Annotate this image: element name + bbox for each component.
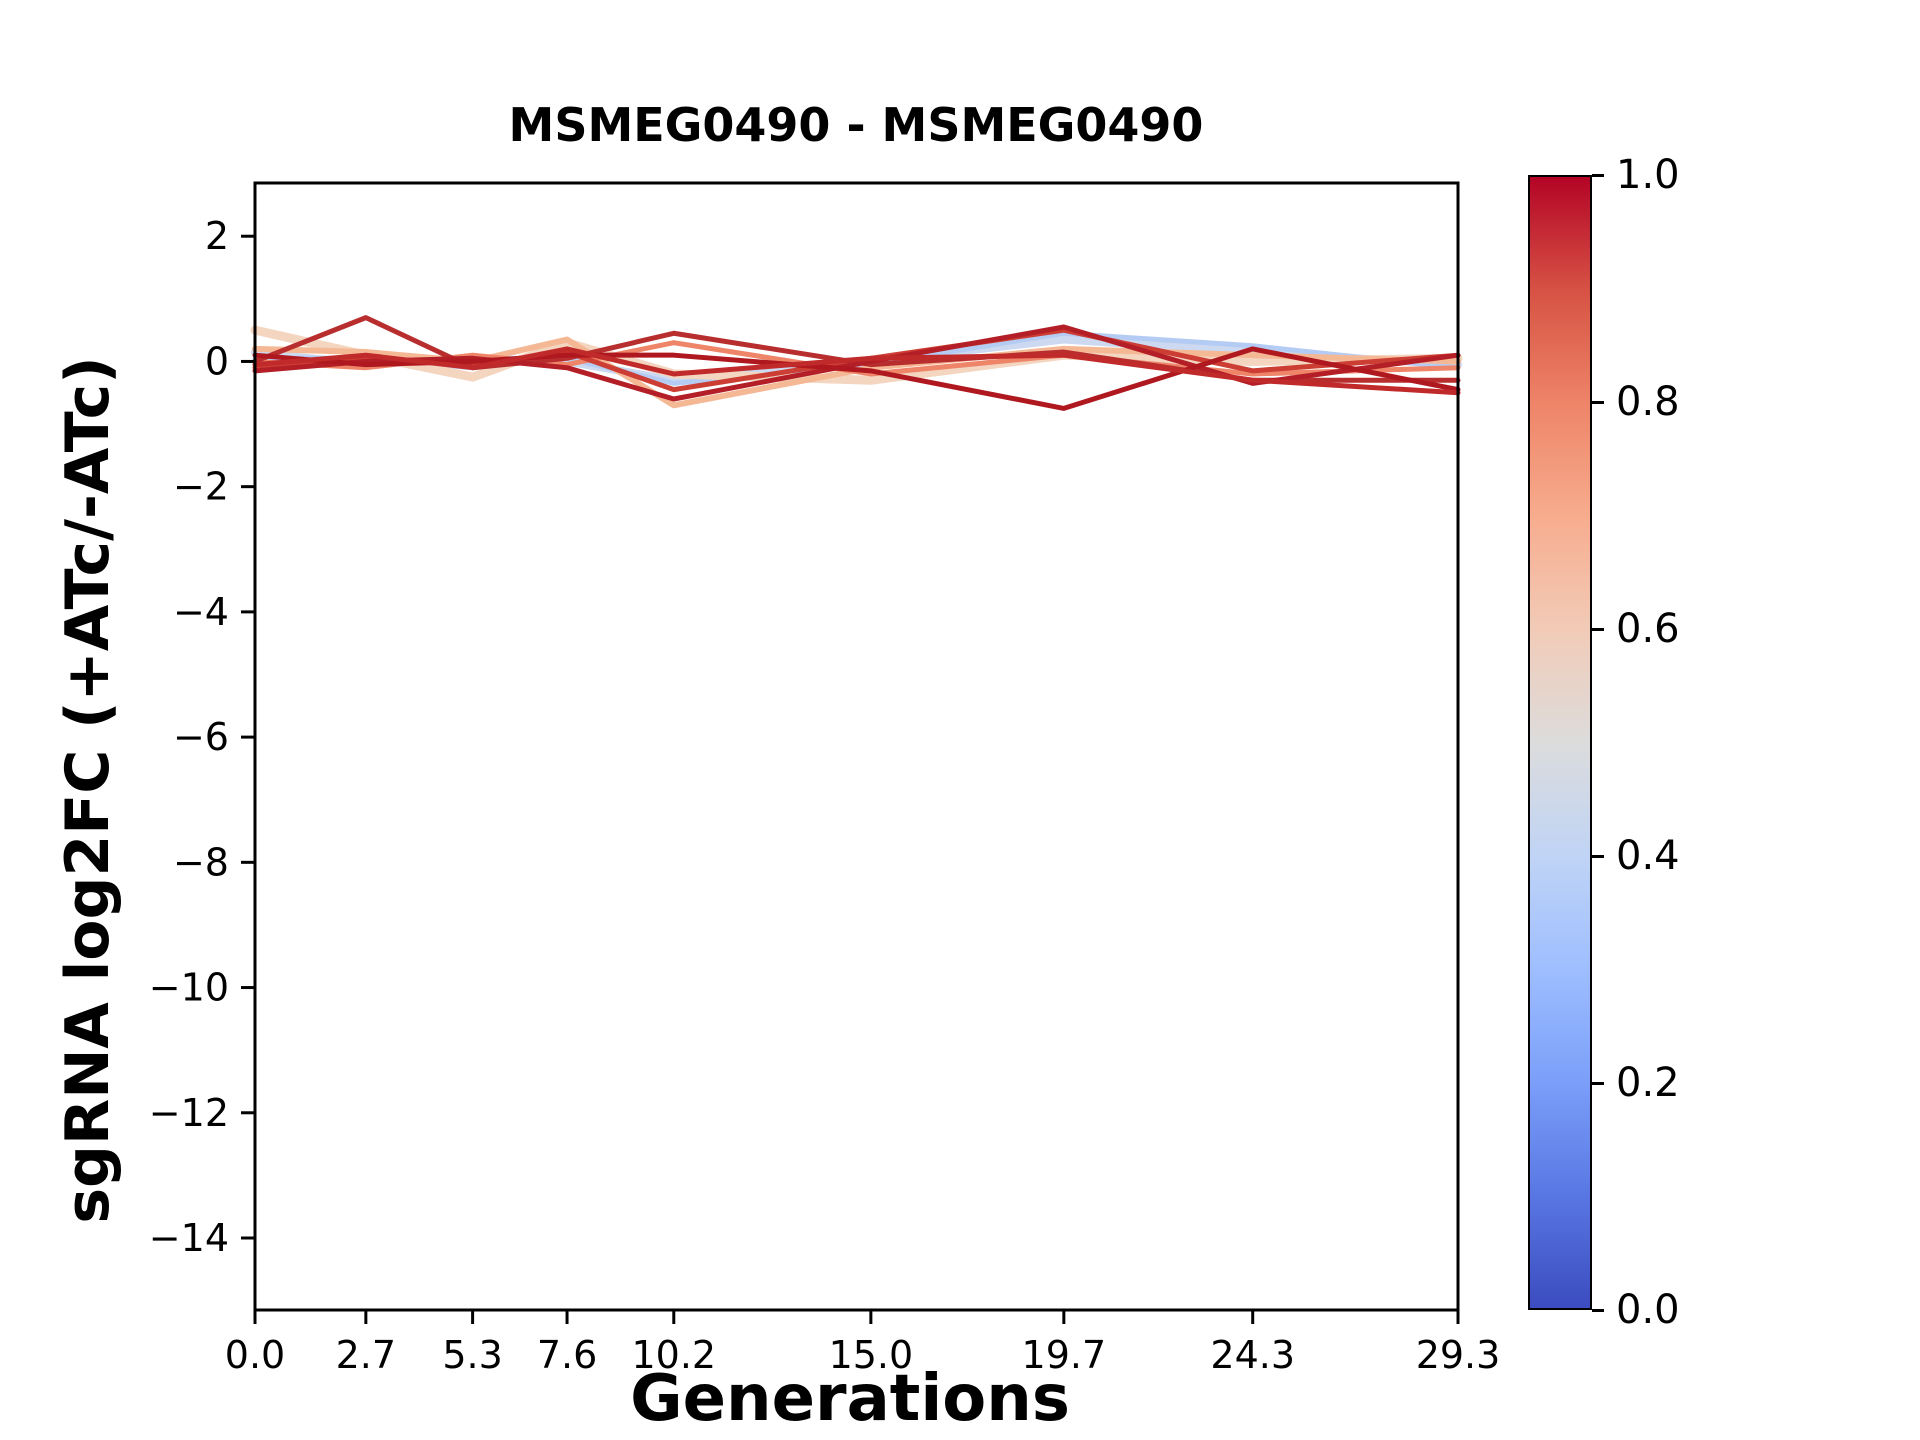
colorbar-tick-label: 0.8: [1616, 379, 1680, 425]
y-tick-label: −2: [173, 465, 229, 509]
colorbar-tick-label: 0.0: [1616, 1287, 1680, 1333]
series-line-sgrna-dark-red-4: [252, 346, 1461, 396]
x-axis-label: Generations: [630, 1362, 1070, 1436]
colorbar-tick: [1592, 1308, 1604, 1312]
x-tick-label: 0.0: [225, 1333, 285, 1377]
x-tick-label: 29.3: [1416, 1333, 1501, 1377]
colorbar-tick-label: 1.0: [1616, 152, 1680, 198]
y-tick-label: 0: [205, 339, 229, 383]
colorbar: [1528, 175, 1592, 1310]
series-line-sgrna-dark-red-3: [252, 346, 1461, 411]
y-tick-label: −10: [149, 966, 229, 1010]
colorbar-tick-label: 0.2: [1616, 1060, 1680, 1106]
colorbar-tick: [1592, 627, 1604, 631]
chart-title: MSMEG0490 - MSMEG0490: [508, 98, 1204, 152]
colorbar-tick-label: 0.6: [1616, 606, 1680, 652]
x-tick-label: 7.6: [537, 1333, 597, 1377]
y-tick-label: 2: [205, 214, 229, 258]
x-tick-label: 2.7: [336, 1333, 396, 1377]
y-axis-label: sgRNA log2FC (+ATc/-ATc): [53, 356, 123, 1224]
colorbar-tick: [1592, 1081, 1604, 1085]
y-tick-label: −8: [173, 840, 229, 884]
y-tick-label: −14: [149, 1216, 229, 1260]
y-tick-label: −6: [173, 715, 229, 759]
colorbar-tick: [1592, 854, 1604, 858]
x-tick-label: 15.0: [829, 1333, 914, 1377]
x-tick-label: 24.3: [1210, 1333, 1295, 1377]
colorbar-tick: [1592, 173, 1604, 177]
x-tick-label: 19.7: [1022, 1333, 1107, 1377]
x-tick-label: 10.2: [631, 1333, 716, 1377]
colorbar-tick-label: 0.4: [1616, 833, 1680, 879]
y-tick-label: −12: [149, 1091, 229, 1135]
series-line-sgrna-peach: [252, 336, 1461, 409]
y-tick-label: −4: [173, 590, 229, 634]
x-tick-label: 5.3: [442, 1333, 502, 1377]
colorbar-tick: [1592, 400, 1604, 404]
axes-box: [253, 181, 1460, 1312]
